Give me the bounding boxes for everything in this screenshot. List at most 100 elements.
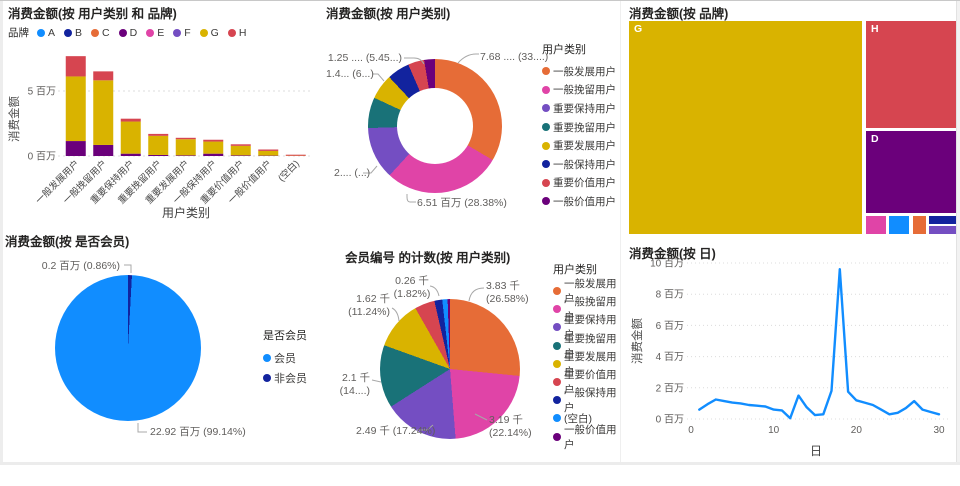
legend-label: 重要发展用户 bbox=[553, 140, 616, 153]
treemap-block-c[interactable] bbox=[913, 216, 926, 234]
bar-segment-H[interactable] bbox=[203, 139, 224, 142]
bar-segment-G[interactable] bbox=[258, 150, 279, 156]
bar-segment-H[interactable] bbox=[258, 149, 279, 151]
bar-segment-H[interactable] bbox=[148, 133, 169, 136]
legend-item[interactable]: 重要发展用户 bbox=[542, 136, 616, 155]
treemap-block-h[interactable]: H bbox=[866, 21, 956, 128]
line-x-tick-label: 20 bbox=[851, 425, 863, 436]
bar-segment-D[interactable] bbox=[65, 141, 86, 156]
treemap-block-d[interactable]: D bbox=[866, 131, 956, 213]
bar-segment-G[interactable] bbox=[65, 76, 86, 142]
legend-item[interactable]: 一般保持用户 bbox=[542, 155, 616, 174]
legend-item[interactable]: 重要价值用户 bbox=[553, 369, 620, 396]
bar-segment-G[interactable] bbox=[93, 80, 114, 145]
legend-label: 一般挽留用户 bbox=[564, 296, 617, 324]
treemap-block-f[interactable] bbox=[929, 226, 956, 234]
legend-item[interactable]: 一般挽留用户 bbox=[542, 81, 616, 100]
legend-item[interactable]: 一般价值用户 bbox=[542, 192, 616, 211]
bar-segment-G[interactable] bbox=[203, 141, 224, 154]
legend-item[interactable]: 一般价值用户 bbox=[553, 424, 620, 451]
legend-item[interactable]: 一般发展用户 bbox=[553, 278, 620, 305]
legend-color-dot bbox=[64, 28, 73, 37]
legend-item[interactable]: B bbox=[64, 27, 82, 39]
legend-label: 重要挽留用户 bbox=[564, 332, 617, 360]
membership-legend: 是否会员 会员 非会员 bbox=[263, 327, 307, 388]
treemap-block-g[interactable]: G bbox=[629, 21, 862, 234]
bar-segment-D[interactable] bbox=[93, 144, 114, 156]
legend-label: 一般保持用户 bbox=[553, 158, 616, 171]
legend-label: 重要价值用户 bbox=[564, 369, 617, 397]
legend-item[interactable]: 重要挽留用户 bbox=[553, 333, 620, 360]
line-y-tick-label: 8 百万 bbox=[656, 289, 684, 301]
legend-item[interactable]: E bbox=[146, 27, 164, 39]
legend-item[interactable]: 重要价值用户 bbox=[542, 174, 616, 193]
bar-segment-D[interactable] bbox=[120, 153, 141, 156]
legend-item[interactable]: A bbox=[37, 27, 55, 39]
visual-donut-consumption-by-category[interactable]: 消费金额(按 用户类别) 7.68 .... (33....) 1.25 ...… bbox=[318, 1, 620, 229]
legend-item[interactable]: 重要保持用户 bbox=[542, 99, 616, 118]
line-chart-title: 消费金额(按 日) bbox=[629, 247, 716, 261]
bar-segment-G[interactable] bbox=[148, 135, 169, 155]
legend-color-dot bbox=[542, 160, 550, 169]
donut-label-general-retain: 6.51 百万 (28.38%) bbox=[417, 197, 507, 209]
bar-segment-D[interactable] bbox=[230, 155, 251, 156]
legend-item[interactable]: D bbox=[118, 26, 138, 39]
legend-label: 重要保持用户 bbox=[564, 314, 617, 342]
bar-y-tick-label: 5 百万 bbox=[28, 86, 56, 98]
bar-segment-G[interactable] bbox=[120, 121, 141, 154]
line-x-tick-label: 0 bbox=[688, 425, 694, 436]
count-pie-chart[interactable] bbox=[380, 299, 520, 439]
member-pie-chart[interactable] bbox=[55, 275, 201, 421]
legend-item[interactable]: (空白) bbox=[553, 409, 620, 427]
legend-label: 重要发展用户 bbox=[564, 350, 617, 378]
legend-color-dot bbox=[553, 396, 561, 405]
line-y-tick-label: 4 百万 bbox=[656, 351, 684, 363]
bar-segment-H[interactable] bbox=[65, 56, 86, 77]
treemap-block-a[interactable] bbox=[889, 216, 909, 234]
bar-chart-plot[interactable]: 0 百万5 百万一般发展用户一般挽留用户重要保持用户重要挽留用户重要发展用户一般… bbox=[0, 1, 318, 229]
legend-item[interactable]: 重要保持用户 bbox=[553, 314, 620, 341]
canvas-right-scroll-edge[interactable] bbox=[956, 1, 960, 463]
visual-pie-member-count-by-category[interactable]: 会员编号 的计数(按 用户类别) 3.83 千 (26.58%) 3.19 千 (2… bbox=[318, 229, 620, 463]
bar-segment-H[interactable] bbox=[175, 137, 196, 140]
bar-segment-H[interactable] bbox=[285, 154, 306, 156]
legend-item[interactable]: 重要挽留用户 bbox=[542, 118, 616, 137]
legend-item[interactable]: F bbox=[173, 27, 191, 39]
visual-pie-consumption-by-membership[interactable]: 消费金额(按 是否会员) 0.2 百万 (0.86%) 22.92 百万 (99… bbox=[0, 229, 318, 463]
bar-segment-G[interactable] bbox=[175, 139, 196, 156]
legend-item[interactable]: 非会员 bbox=[263, 368, 307, 388]
line-series-consumption[interactable] bbox=[698, 268, 941, 420]
legend-label: 一般价值用户 bbox=[564, 423, 617, 451]
legend-color-dot bbox=[199, 28, 208, 37]
legend-color-dot bbox=[542, 67, 550, 76]
bar-segment-H[interactable] bbox=[93, 71, 114, 81]
legend-color-dot bbox=[542, 85, 550, 94]
visual-treemap-consumption-by-brand[interactable]: 消费金额(按 品牌) G H D bbox=[620, 1, 958, 237]
legend-item[interactable]: 会员 bbox=[263, 348, 307, 368]
bar-segment-D[interactable] bbox=[175, 155, 196, 156]
treemap-block-b[interactable] bbox=[929, 216, 956, 224]
donut-chart[interactable] bbox=[368, 59, 502, 193]
legend-item[interactable]: 一般挽留用户 bbox=[553, 296, 620, 323]
visual-line-consumption-by-day[interactable]: 消费金额(按 日) 0 百万 2 百万 4 百万 6 百万 8 百万 10 百万 0 10 20… bbox=[620, 237, 958, 463]
legend-label: D bbox=[129, 26, 138, 39]
visual-bar-consumption-by-category-brand[interactable]: 消费金额(按 用户类别 和 品牌) 品牌 A B C D E F G H 0 百万 5 百万 一般… bbox=[0, 1, 318, 229]
bar-segment-D[interactable] bbox=[148, 154, 169, 156]
line-chart-plot[interactable]: 0 百万 2 百万 4 百万 6 百万 8 百万 10 百万 0 10 20 30 bbox=[621, 237, 959, 463]
legend-item[interactable]: 一般保持用户 bbox=[553, 387, 620, 414]
treemap-block-e[interactable] bbox=[866, 216, 886, 234]
bar-segment-D[interactable] bbox=[203, 153, 224, 156]
legend-item[interactable]: C bbox=[91, 27, 110, 39]
legend-item[interactable]: G bbox=[199, 27, 219, 39]
bar-segment-H[interactable] bbox=[230, 144, 251, 146]
bar-segment-H[interactable] bbox=[120, 118, 141, 122]
legend-item[interactable]: 一般发展用户 bbox=[542, 62, 616, 81]
legend-label: H bbox=[238, 26, 247, 39]
legend-color-dot bbox=[37, 28, 45, 37]
legend-item[interactable]: H bbox=[227, 26, 247, 39]
bar-segment-G[interactable] bbox=[230, 145, 251, 156]
count-label-important-keep: 2.49 千 (17.24%) bbox=[356, 425, 436, 437]
legend-label: 重要价值用户 bbox=[553, 177, 616, 190]
legend-item[interactable]: 重要发展用户 bbox=[553, 351, 620, 378]
